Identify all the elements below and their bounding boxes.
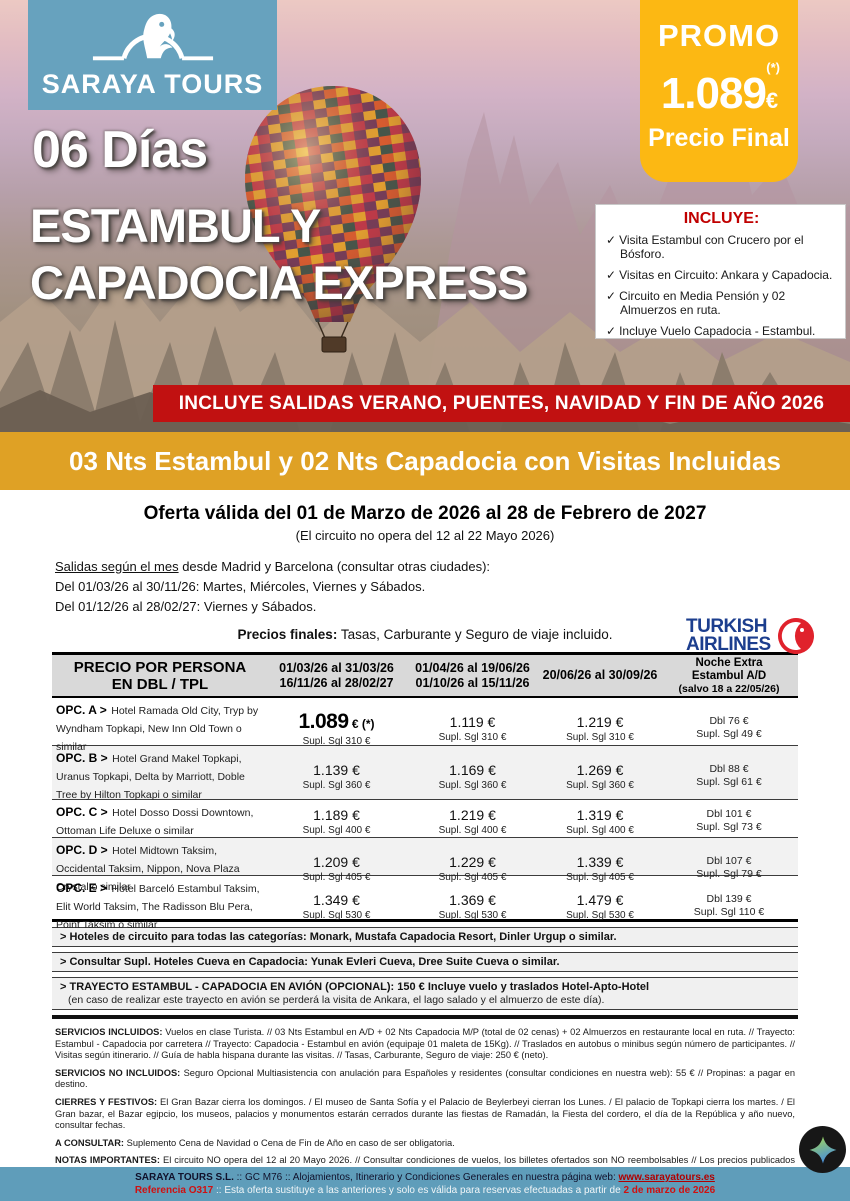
promo-label: PROMO <box>657 18 781 53</box>
promo-price: 1.089€ <box>660 69 778 118</box>
brand-logo: SARAYA TOURS <box>28 0 277 110</box>
legal-servicios-incluidos: SERVICIOS INCLUIDOS: Vuelos en clase Tur… <box>55 1027 795 1061</box>
includes-item: ✓ Incluye Vuelo Capadocia - Estambul. <box>606 324 816 338</box>
brand-name: SARAYA TOURS <box>41 69 264 99</box>
departures-line1: Salidas según el mes desde Madrid y Barc… <box>55 559 491 574</box>
check-icon: ✓ <box>606 324 617 338</box>
departures-line2: Del 01/03/26 al 30/11/26: Martes, Miérco… <box>55 579 426 594</box>
table-row-opc-a: OPC. A > Hotel Ramada Old City, Tryp by … <box>52 698 798 753</box>
turkish-airlines-emblem-icon <box>777 618 814 654</box>
website-link[interactable]: www.sarayatours.es <box>618 1172 715 1183</box>
airline-name-line1: TURKISH <box>686 616 767 637</box>
promo-price-badge: PROMO (*) 1.089€ Precio Final <box>640 0 798 182</box>
promo-subtitle: Precio Final <box>648 124 790 152</box>
table-note-cueva: > Consultar Supl. Hoteles Cueva en Capad… <box>52 952 798 972</box>
section-divider <box>52 1015 798 1019</box>
includes-item: ✓ Visita Estambul con Crucero por el Bósf… <box>606 233 804 261</box>
tour-title-line1: ESTAMBUL Y <box>30 199 321 252</box>
legal-text: SERVICIOS INCLUIDOS: Vuelos en clase Tur… <box>55 1027 795 1190</box>
footer-line1: SARAYA TOURS S.L. :: GC M76 :: Alojamien… <box>135 1172 715 1183</box>
footer-line2: Referencia O317 :: Esta oferta sustituye… <box>134 1185 716 1196</box>
table-row-opc-b: OPC. B > Hotel Grand Makel Topkapi, Uran… <box>52 746 798 801</box>
chat-widget-button[interactable] <box>799 1126 846 1173</box>
departures-banner: INCLUYE SALIDAS VERANO, PUENTES, NAVIDAD… <box>153 385 850 422</box>
table-row-opc-d: OPC. D > Hotel Midtown Taksim, Occidenta… <box>52 838 798 893</box>
includes-item: ✓ Visitas en Circuito: Ankara y Capadocia… <box>606 268 833 282</box>
hot-air-balloon-illustration <box>245 86 421 353</box>
tour-title-line2: CAPADOCIA EXPRESS <box>30 256 528 309</box>
legal-servicios-no-incluidos: SERVICIOS NO INCLUIDOS: Seguro Opcional … <box>55 1067 795 1090</box>
airline-name-line2: AIRLINES <box>686 634 771 655</box>
offer-validity-subtitle: (El circuito no opera del 12 al 22 Mayo … <box>295 528 555 543</box>
table-header-row: PRECIO POR PERSONA EN DBL / TPL 01/03/26 … <box>52 652 798 698</box>
table-note-avion: > TRAYECTO ESTAMBUL - CAPADOCIA EN AVIÓN… <box>52 977 798 1010</box>
price-table: PRECIO POR PERSONA EN DBL / TPL 01/03/26 … <box>52 652 798 931</box>
sparkle-icon <box>809 1136 836 1163</box>
check-icon: ✓ <box>606 289 617 303</box>
nights-banner: 03 Nts Estambul y 02 Nts Capadocia con V… <box>0 432 850 490</box>
table-row-opc-c: OPC. C > Hotel Dosso Dossi Downtown, Ott… <box>52 800 798 838</box>
hero-photo: SARAYA TOURS 06 Días ESTAMBUL Y CAPADOCI… <box>0 0 850 432</box>
includes-box: INCLUYE: ✓ Visita Estambul con Crucero po… <box>595 204 846 339</box>
footer-bar: SARAYA TOURS S.L. :: GC M76 :: Alojamien… <box>0 1167 850 1201</box>
departures-info: Salidas según el mes desde Madrid y Barc… <box>55 557 850 617</box>
departures-line3: Del 01/12/26 al 28/02/27: Viernes y Sába… <box>55 599 317 614</box>
offer-content: Oferta válida del 01 de Marzo de 2026 al… <box>0 490 850 1196</box>
legal-cierres-festivos: CIERRES Y FESTIVOS: El Gran Bazar cierra… <box>55 1096 795 1131</box>
table-row-opc-e: OPC. E > Hotel Barceló Estambul Taksim, … <box>52 876 798 931</box>
includes-title: INCLUYE: <box>683 210 760 227</box>
final-prices-note: Precios finales: Tasas, Carburante y Seg… <box>237 627 613 642</box>
falcon-logo-icon <box>92 13 213 61</box>
turkish-airlines-logo: TURKISH AIRLINES <box>686 615 817 657</box>
check-icon: ✓ <box>606 268 617 282</box>
legal-a-consultar: A CONSULTAR: Suplemento Cena de Navidad … <box>55 1137 455 1148</box>
tour-days-title: 06 Días <box>32 121 208 179</box>
offer-validity-title: Oferta válida del 01 de Marzo de 2026 al… <box>143 503 707 524</box>
promo-asterisk: (*) <box>766 60 780 75</box>
includes-item: ✓ Circuito en Media Pensión y 02 Almuerzo… <box>606 289 786 317</box>
table-note-hotels: > Hoteles de circuito para todas las cat… <box>52 927 798 947</box>
check-icon: ✓ <box>606 233 617 247</box>
